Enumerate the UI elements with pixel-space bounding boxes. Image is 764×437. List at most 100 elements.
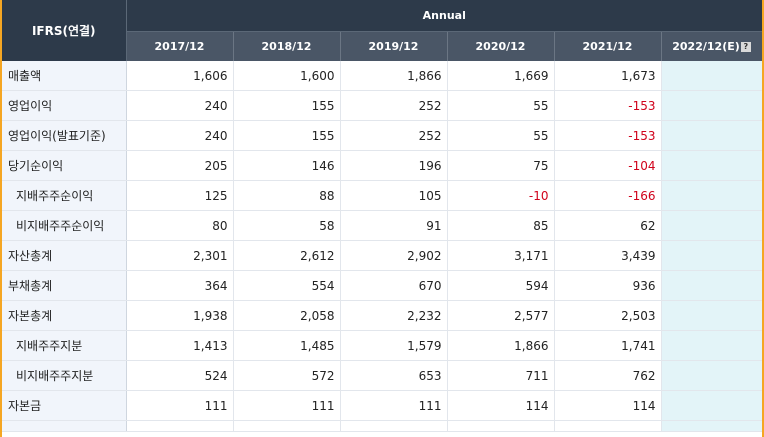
value-cell: 58 bbox=[233, 210, 341, 241]
row-label[interactable]: 지배주주지분 bbox=[2, 330, 127, 361]
year-header-2017: 2017/12 bbox=[126, 31, 234, 61]
value-cell: 88 bbox=[233, 180, 341, 211]
table-row: 부채총계 364 554 670 594 936 bbox=[2, 270, 762, 301]
value-cell: -153 bbox=[554, 120, 662, 151]
table-row: 비지배주주지분 524 572 653 711 762 bbox=[2, 360, 762, 391]
value-cell: 670 bbox=[340, 270, 448, 301]
value-cell: 155 bbox=[233, 120, 341, 151]
value-cell: 2,058 bbox=[233, 300, 341, 331]
value-cell: 62 bbox=[554, 210, 662, 241]
value-cell: 2,301 bbox=[126, 240, 234, 271]
value-cell-partial bbox=[340, 420, 448, 432]
value-cell-partial bbox=[554, 420, 662, 432]
table-row-partial bbox=[2, 420, 762, 432]
estimate-cell bbox=[661, 270, 762, 301]
row-label[interactable]: 영업이익(발표기준) bbox=[2, 120, 127, 151]
year-header-2021: 2021/12 bbox=[554, 31, 662, 61]
table-row: 자본총계 1,938 2,058 2,232 2,577 2,503 bbox=[2, 300, 762, 331]
estimate-cell bbox=[661, 210, 762, 241]
estimate-cell bbox=[661, 360, 762, 391]
year-header-2020: 2020/12 bbox=[447, 31, 555, 61]
value-cell: 55 bbox=[447, 120, 555, 151]
value-cell: 114 bbox=[554, 390, 662, 421]
estimate-cell bbox=[661, 90, 762, 121]
estimate-cell bbox=[661, 120, 762, 151]
value-cell-partial bbox=[447, 420, 555, 432]
value-cell: 105 bbox=[340, 180, 448, 211]
row-label[interactable]: 당기순이익 bbox=[2, 150, 127, 181]
row-label[interactable]: 지배주주순이익 bbox=[2, 180, 127, 211]
value-cell: 252 bbox=[340, 120, 448, 151]
value-cell: 125 bbox=[126, 180, 234, 211]
year-header-2019: 2019/12 bbox=[340, 31, 448, 61]
value-cell: 364 bbox=[126, 270, 234, 301]
value-cell: 1,606 bbox=[126, 61, 234, 91]
value-cell: 524 bbox=[126, 360, 234, 391]
value-cell: 155 bbox=[233, 90, 341, 121]
value-cell-partial bbox=[661, 420, 762, 432]
row-label[interactable]: 자본금 bbox=[2, 390, 127, 421]
row-label[interactable]: 영업이익 bbox=[2, 90, 127, 121]
value-cell: 85 bbox=[447, 210, 555, 241]
value-cell-partial bbox=[233, 420, 341, 432]
value-cell: 1,673 bbox=[554, 61, 662, 91]
row-label[interactable]: 비지배주주순이익 bbox=[2, 210, 127, 241]
help-icon[interactable]: ? bbox=[740, 42, 751, 52]
row-label[interactable]: 자산총계 bbox=[2, 240, 127, 271]
value-cell: 111 bbox=[233, 390, 341, 421]
value-cell: 2,577 bbox=[447, 300, 555, 331]
value-cell: 1,866 bbox=[447, 330, 555, 361]
table-row: 자산총계 2,301 2,612 2,902 3,171 3,439 bbox=[2, 240, 762, 271]
value-cell: 1,866 bbox=[340, 61, 448, 91]
row-label[interactable]: 비지배주주지분 bbox=[2, 360, 127, 391]
row-label[interactable]: 부채총계 bbox=[2, 270, 127, 301]
row-label[interactable]: 매출액 bbox=[2, 61, 127, 91]
value-cell: 554 bbox=[233, 270, 341, 301]
value-cell: -10 bbox=[447, 180, 555, 211]
table-row: 지배주주순이익 125 88 105 -10 -166 bbox=[2, 180, 762, 211]
estimate-cell bbox=[661, 390, 762, 421]
estimate-cell bbox=[661, 300, 762, 331]
value-cell: 1,669 bbox=[447, 61, 555, 91]
value-cell: -104 bbox=[554, 150, 662, 181]
table-row: 당기순이익 205 146 196 75 -104 bbox=[2, 150, 762, 181]
table-row: 영업이익(발표기준) 240 155 252 55 -153 bbox=[2, 120, 762, 151]
value-cell: 1,579 bbox=[340, 330, 448, 361]
value-cell: 3,171 bbox=[447, 240, 555, 271]
value-cell: 252 bbox=[340, 90, 448, 121]
value-cell: 653 bbox=[340, 360, 448, 391]
value-cell: 240 bbox=[126, 90, 234, 121]
table-row: 매출액 1,606 1,600 1,866 1,669 1,673 bbox=[2, 61, 762, 91]
ifrs-header: IFRS(연결) bbox=[2, 0, 127, 61]
value-cell: 936 bbox=[554, 270, 662, 301]
table-body: 매출액 1,606 1,600 1,866 1,669 1,673 영업이익 240 155 25… bbox=[2, 61, 762, 432]
value-cell: 146 bbox=[233, 150, 341, 181]
value-cell: 3,439 bbox=[554, 240, 662, 271]
table-row: 영업이익 240 155 252 55 -153 bbox=[2, 90, 762, 121]
value-cell: 240 bbox=[126, 120, 234, 151]
value-cell: 1,938 bbox=[126, 300, 234, 331]
value-cell: 1,741 bbox=[554, 330, 662, 361]
estimate-cell bbox=[661, 150, 762, 181]
estimate-cell bbox=[661, 240, 762, 271]
value-cell: 91 bbox=[340, 210, 448, 241]
value-cell: 1,413 bbox=[126, 330, 234, 361]
value-cell: 572 bbox=[233, 360, 341, 391]
year-header-2018: 2018/12 bbox=[233, 31, 341, 61]
value-cell: 711 bbox=[447, 360, 555, 391]
value-cell: 2,503 bbox=[554, 300, 662, 331]
value-cell: 2,902 bbox=[340, 240, 448, 271]
value-cell: 1,600 bbox=[233, 61, 341, 91]
value-cell: 114 bbox=[447, 390, 555, 421]
year-header-2022-estimate: 2022/12(E)? bbox=[661, 31, 762, 61]
row-label[interactable]: 자본총계 bbox=[2, 300, 127, 331]
value-cell: 75 bbox=[447, 150, 555, 181]
value-cell: -153 bbox=[554, 90, 662, 121]
annual-header: Annual bbox=[126, 0, 762, 32]
value-cell: -166 bbox=[554, 180, 662, 211]
value-cell: 2,232 bbox=[340, 300, 448, 331]
value-cell: 1,485 bbox=[233, 330, 341, 361]
value-cell: 111 bbox=[340, 390, 448, 421]
